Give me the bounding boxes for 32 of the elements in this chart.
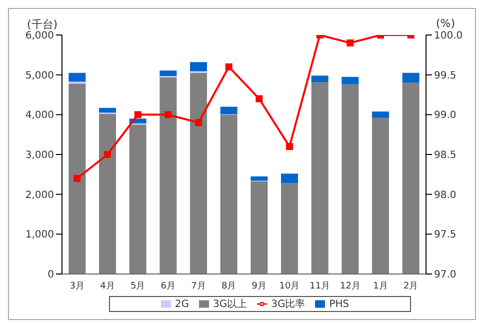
y-tick-label: 1,000	[25, 230, 54, 241]
x-tick-label: 3月	[70, 281, 85, 292]
y-tick-label: 5,000	[25, 70, 54, 82]
x-tick-label: 11月	[310, 281, 330, 292]
y2-tick-label: 99.5	[434, 70, 456, 82]
y2-tick-label: 100.0	[434, 30, 463, 42]
x-tick-label: 9月	[252, 281, 267, 292]
x-tick-label: 7月	[191, 281, 206, 292]
x-tick-label: 10月	[279, 281, 300, 292]
y-tick-label: 3,000	[25, 150, 54, 162]
y-tick-label: 4,000	[25, 110, 54, 122]
x-tick-label: 12月	[340, 281, 360, 292]
x-tick-label: 5月	[130, 281, 146, 292]
x-tick-label: 4月	[100, 281, 115, 292]
y-tick-label: 2,000	[25, 190, 54, 201]
legend-label: 3G比率	[271, 299, 306, 310]
y2-axis-title: (%)	[436, 17, 455, 30]
x-tick-label: 6月	[160, 281, 176, 292]
y-tick-label: 6,000	[25, 30, 54, 42]
x-tick-label: 2月	[403, 281, 418, 292]
y2-tick-label: 97.0	[434, 270, 456, 281]
legend-label: 2G	[174, 299, 189, 310]
y-tick-label: 0	[48, 270, 54, 281]
legend-label: PHS	[329, 299, 350, 310]
y2-tick-label: 99.0	[434, 110, 456, 122]
y2-tick-label: 98.0	[434, 190, 456, 201]
y2-tick-label: 98.5	[434, 150, 456, 162]
x-tick-label: 8月	[221, 281, 236, 292]
y-axis-title: (千台)	[27, 17, 58, 31]
y2-tick-label: 97.5	[434, 230, 456, 241]
legend-label: 3G以上	[212, 299, 248, 310]
x-tick-label: 1月	[373, 281, 388, 292]
